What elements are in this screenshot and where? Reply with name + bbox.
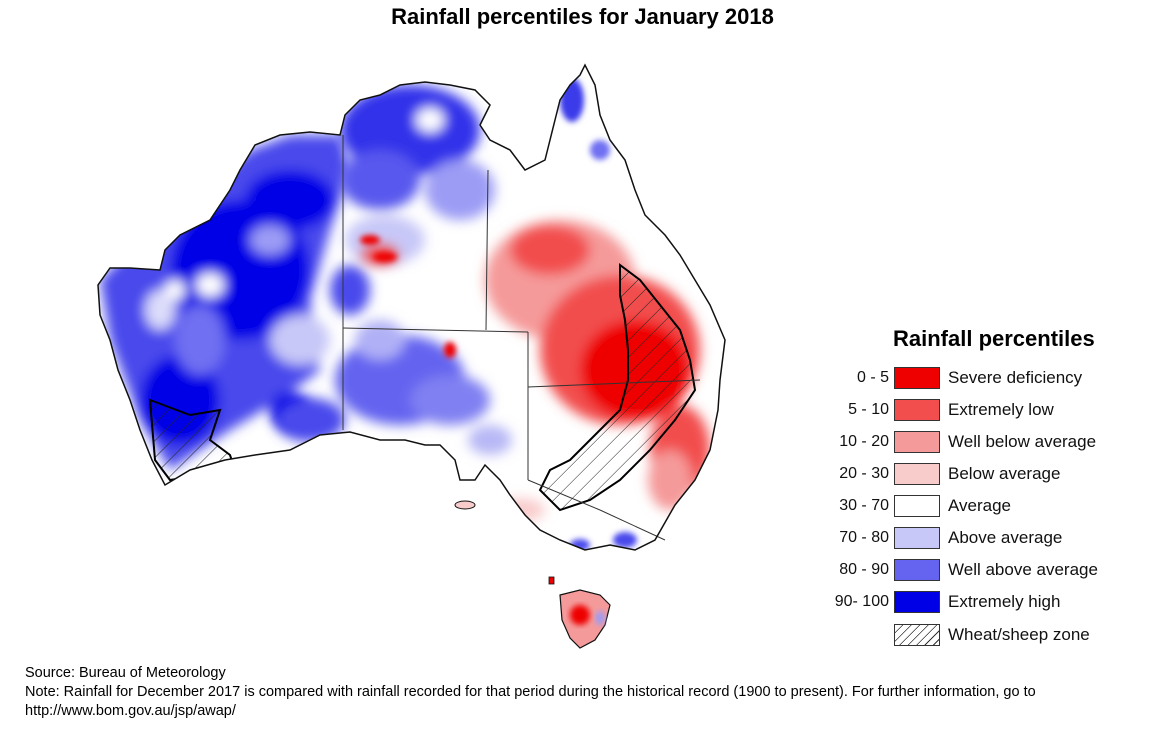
legend-swatch bbox=[894, 559, 940, 581]
map-title: Rainfall percentiles for January 2018 bbox=[391, 4, 774, 29]
legend-range: 10 - 20 bbox=[839, 433, 889, 450]
legend-swatch bbox=[894, 399, 940, 421]
legend-swatch-hatch bbox=[894, 624, 940, 646]
footer: Source: Bureau of Meteorology Note: Rain… bbox=[25, 664, 1155, 721]
legend-row: 30 - 70 Average bbox=[822, 490, 1122, 522]
legend-row: 0 - 5 Severe deficiency bbox=[822, 362, 1122, 394]
legend-row: 80 - 90 Well above average bbox=[822, 554, 1122, 586]
legend: Rainfall percentiles 0 - 5 Severe deficie… bbox=[822, 326, 1122, 652]
wheat-sheep-zone-west bbox=[148, 398, 237, 482]
legend-label: Below average bbox=[948, 464, 1061, 483]
legend-row: 70 - 80 Above average bbox=[822, 522, 1122, 554]
legend-swatch bbox=[894, 463, 940, 485]
legend-row: 20 - 30 Below average bbox=[822, 458, 1122, 490]
legend-title: Rainfall percentiles bbox=[893, 326, 1095, 351]
legend-label: Well below average bbox=[948, 432, 1097, 451]
legend-range: 80 - 90 bbox=[839, 561, 889, 578]
legend-range: 5 - 10 bbox=[848, 401, 889, 418]
state-borders bbox=[342, 135, 701, 541]
king-island bbox=[548, 576, 555, 585]
legend-swatch bbox=[894, 527, 940, 549]
legend-label: Average bbox=[948, 496, 1012, 515]
legend-swatch bbox=[894, 431, 940, 453]
legend-label: Above average bbox=[948, 528, 1063, 547]
legend-label: Severe deficiency bbox=[948, 368, 1083, 387]
legend-label: Extremely low bbox=[948, 400, 1054, 419]
wheat-sheep-zone-east bbox=[538, 263, 697, 512]
legend-row: 90- 100 Extremely high bbox=[822, 586, 1122, 618]
kangaroo-island bbox=[454, 500, 476, 510]
legend-label: Extremely high bbox=[948, 592, 1061, 611]
source-text: Source: Bureau of Meteorology bbox=[25, 665, 226, 681]
legend-row-wheat-sheep: Wheat/sheep zone bbox=[822, 618, 1122, 652]
legend-range: 20 - 30 bbox=[839, 465, 889, 482]
legend-swatch bbox=[894, 591, 940, 613]
legend-swatch bbox=[894, 495, 940, 517]
tasmania bbox=[559, 589, 611, 649]
legend-label: Wheat/sheep zone bbox=[948, 625, 1090, 644]
mainland-rainfall-fill bbox=[98, 65, 725, 550]
legend-swatch bbox=[894, 367, 940, 389]
legend-range: 90- 100 bbox=[834, 593, 889, 610]
legend-row: 10 - 20 Well below average bbox=[822, 426, 1122, 458]
legend-range: 0 - 5 bbox=[856, 369, 889, 386]
legend-label: Well above average bbox=[948, 560, 1098, 579]
legend-items: 0 - 5 Severe deficiency 5 - 10 Extremely lo… bbox=[822, 362, 1122, 618]
australia-rainfall-map bbox=[97, 64, 726, 649]
legend-range: 30 - 70 bbox=[839, 497, 889, 514]
legend-range: 70 - 80 bbox=[839, 529, 889, 546]
legend-row: 5 - 10 Extremely low bbox=[822, 394, 1122, 426]
note-text: Note: Rainfall for December 2017 is comp… bbox=[25, 684, 1036, 719]
